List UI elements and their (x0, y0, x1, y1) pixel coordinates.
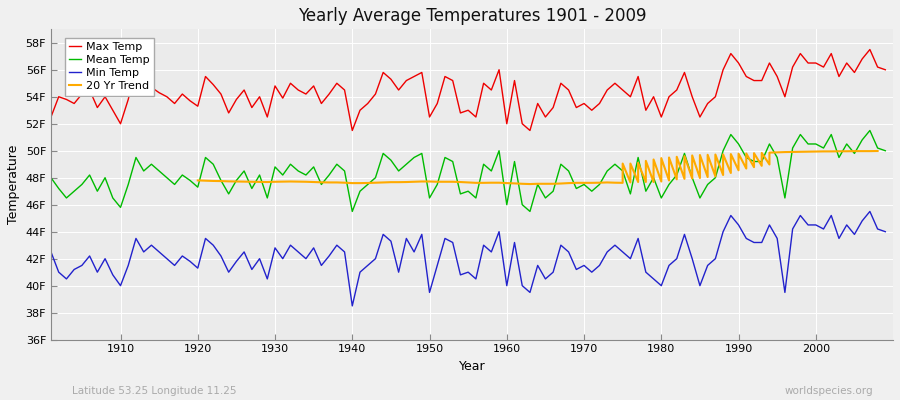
Line: Min Temp: Min Temp (51, 212, 886, 306)
Min Temp (324, 254, 335, 258)
Mean Temp (46, 175, 57, 180)
Text: Latitude 53.25 Longitude 11.25: Latitude 53.25 Longitude 11.25 (72, 386, 237, 396)
Min Temp (277, 256, 288, 261)
Min Temp (880, 229, 891, 234)
Mean Temp (324, 173, 335, 178)
Max Temp (324, 92, 335, 96)
Mean Temp (602, 168, 613, 173)
Min Temp (107, 272, 118, 277)
Max Temp (880, 67, 891, 72)
Max Temp (602, 88, 613, 92)
Min Temp (46, 250, 57, 254)
Line: 20 Yr Trend: 20 Yr Trend (198, 151, 878, 184)
Max Temp (509, 78, 520, 83)
20 Yr Trend (633, 180, 643, 184)
Min Temp (509, 240, 520, 245)
Min Temp (602, 250, 613, 254)
20 Yr Trend (680, 154, 690, 158)
Max Temp (277, 96, 288, 100)
Line: Mean Temp: Mean Temp (51, 130, 886, 212)
Mean Temp (501, 202, 512, 207)
Mean Temp (865, 128, 876, 133)
Max Temp (346, 128, 357, 133)
Mean Temp (277, 173, 288, 178)
20 Yr Trend (254, 180, 265, 184)
Max Temp (46, 114, 57, 119)
Min Temp (346, 304, 357, 308)
Title: Yearly Average Temperatures 1901 - 2009: Yearly Average Temperatures 1901 - 2009 (298, 7, 646, 25)
Text: worldspecies.org: worldspecies.org (785, 386, 873, 396)
Mean Temp (346, 209, 357, 214)
Max Temp (501, 121, 512, 126)
Mean Temp (880, 148, 891, 153)
Min Temp (865, 209, 876, 214)
Line: Max Temp: Max Temp (51, 50, 886, 130)
Mean Temp (509, 159, 520, 164)
Legend: Max Temp, Mean Temp, Min Temp, 20 Yr Trend: Max Temp, Mean Temp, Min Temp, 20 Yr Tre… (65, 38, 154, 96)
X-axis label: Year: Year (459, 360, 485, 373)
20 Yr Trend (424, 179, 435, 184)
20 Yr Trend (193, 178, 203, 183)
20 Yr Trend (525, 182, 535, 186)
Min Temp (501, 283, 512, 288)
20 Yr Trend (633, 160, 643, 165)
Mean Temp (107, 196, 118, 200)
20 Yr Trend (471, 180, 482, 185)
20 Yr Trend (872, 148, 883, 153)
Max Temp (865, 47, 876, 52)
Max Temp (107, 108, 118, 113)
Y-axis label: Temperature: Temperature (7, 145, 20, 224)
